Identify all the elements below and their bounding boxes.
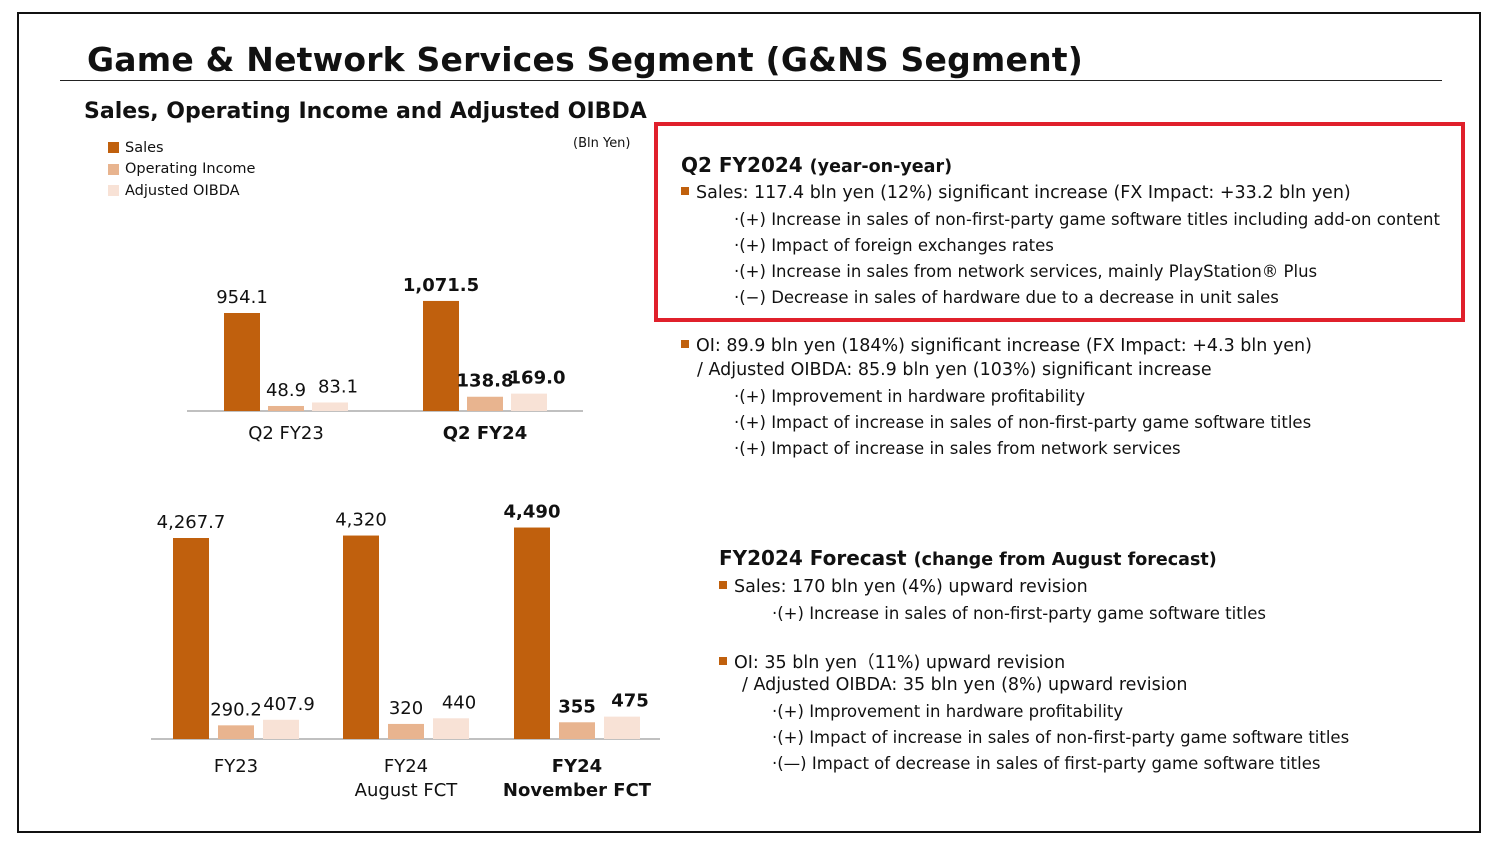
data-label-operating-income: 355 (558, 696, 596, 717)
category-label: August FCT (355, 780, 459, 801)
data-label-sales: 1,071.5 (403, 275, 479, 296)
q2-sales-item: ·(+) Increase in sales from network serv… (734, 262, 1318, 281)
fy-oi-text: OI: 35 bln yen（11%) upward revision (734, 653, 1066, 673)
legend-swatch-sales (108, 142, 119, 154)
q2-highlight-box (654, 122, 1465, 322)
q2-oi-item: ·(+) Impact of increase in sales of non-… (734, 413, 1312, 432)
bar-sales (343, 535, 379, 739)
q2-oi-item: ·(+) Improvement in hardware profitabili… (734, 387, 1086, 406)
bar-operating-income (388, 723, 424, 739)
square-bullet-icon (681, 340, 689, 348)
chart-subtitle: Sales, Operating Income and Adjusted OIB… (84, 99, 647, 124)
q2-heading: Q2 FY2024 (year-on-year) (681, 153, 952, 177)
q2-heading-note: (year-on-year) (809, 157, 953, 177)
data-label-adjusted-oibda: 83.1 (318, 376, 358, 397)
fy-oi-item: ·(+) Impact of increase in sales of non-… (772, 728, 1350, 747)
slide-frame (17, 12, 1481, 833)
bar-adjusted-oibda (263, 719, 299, 739)
legend-item-operating-income: Operating Income (108, 159, 255, 181)
fy-sales-line: Sales: 170 bln yen (4%) upward revision (719, 577, 1088, 597)
fy-oi-item: ·(—) Impact of decrease in sales of firs… (772, 754, 1321, 773)
unit-label: (Bln Yen) (573, 136, 631, 151)
data-label-operating-income: 48.9 (266, 380, 306, 401)
slide-title: Game & Network Services Segment (G&NS Se… (87, 40, 1084, 79)
data-label-adjusted-oibda: 440 (442, 692, 476, 713)
fy-heading-text: FY2024 Forecast (719, 546, 907, 570)
legend-item-adjusted-oibda: Adjusted OIBDA (108, 180, 255, 202)
q2-sales-item: ·(+) Increase in sales of non-first-part… (734, 210, 1440, 229)
q2-oi-line: OI: 89.9 bln yen (184%) significant incr… (681, 336, 1312, 356)
bar-sales (173, 538, 209, 739)
fy-oi-line: OI: 35 bln yen（11%) upward revision (719, 649, 1065, 674)
legend-item-sales: Sales (108, 137, 255, 159)
data-label-sales: 4,320 (335, 510, 387, 531)
legend-swatch-operating-income (108, 163, 119, 175)
data-label-operating-income: 290.2 (210, 699, 262, 720)
bar-operating-income (268, 405, 304, 411)
q2-sales-item: ·(+) Impact of foreign exchanges rates (734, 236, 1054, 255)
bar-sales (224, 313, 260, 411)
q2-oi-text: OI: 89.9 bln yen (184%) significant incr… (696, 336, 1312, 356)
data-label-sales: 954.1 (216, 287, 268, 308)
data-label-operating-income: 138.8 (457, 371, 514, 392)
bar-adjusted-oibda (604, 716, 640, 739)
fy-oi-item: ·(+) Improvement in hardware profitabili… (772, 702, 1124, 721)
category-label: Q2 FY23 (248, 423, 324, 444)
fy-sales-text: Sales: 170 bln yen (4%) upward revision (734, 577, 1088, 597)
q2-oibda-line: / Adjusted OIBDA: 85.9 bln yen (103%) si… (697, 360, 1212, 380)
legend-label-adjusted-oibda: Adjusted OIBDA (125, 182, 240, 199)
q2-sales-line: Sales: 117.4 bln yen (12%) significant i… (681, 183, 1351, 203)
title-divider (60, 80, 1442, 81)
bar-adjusted-oibda (511, 393, 547, 411)
legend-label-operating-income: Operating Income (125, 161, 256, 178)
bar-sales (514, 527, 550, 739)
category-label: Q2 FY24 (443, 423, 527, 444)
square-bullet-icon (681, 187, 689, 195)
bar-sales (423, 300, 459, 411)
bar-adjusted-oibda (433, 718, 469, 739)
fy-heading-note: (change from August forecast) (913, 550, 1217, 570)
square-bullet-icon (719, 657, 727, 665)
category-label: FY24 (552, 756, 602, 777)
category-label: November FCT (503, 780, 652, 801)
category-label: FY23 (214, 756, 258, 777)
category-label: FY24 (384, 756, 428, 777)
chart-legend: Sales Operating Income Adjusted OIBDA (108, 137, 255, 202)
data-label-operating-income: 320 (389, 698, 423, 719)
fy-heading: FY2024 Forecast (change from August fore… (719, 546, 1217, 570)
data-label-adjusted-oibda: 169.0 (509, 368, 566, 389)
bar-operating-income (559, 722, 595, 739)
q2-oi-item: ·(+) Impact of increase in sales from ne… (734, 439, 1181, 458)
bar-operating-income (218, 725, 254, 739)
fy-sales-item: ·(+) Increase in sales of non-first-part… (772, 604, 1267, 623)
data-label-sales: 4,267.7 (157, 512, 226, 533)
q2-sales-text: Sales: 117.4 bln yen (12%) significant i… (696, 183, 1351, 203)
fy-oibda-line: / Adjusted OIBDA: 35 bln yen (8%) upward… (742, 675, 1188, 695)
data-label-adjusted-oibda: 407.9 (263, 694, 315, 715)
square-bullet-icon (719, 581, 727, 589)
data-label-adjusted-oibda: 475 (611, 691, 649, 712)
bar-operating-income (467, 396, 503, 411)
q2-sales-item: ·(−) Decrease in sales of hardware due t… (734, 288, 1279, 307)
q2-heading-text: Q2 FY2024 (681, 153, 803, 177)
legend-label-sales: Sales (125, 139, 164, 156)
bar-adjusted-oibda (312, 402, 348, 411)
legend-swatch-adjusted-oibda (108, 185, 119, 197)
data-label-sales: 4,490 (504, 502, 561, 523)
